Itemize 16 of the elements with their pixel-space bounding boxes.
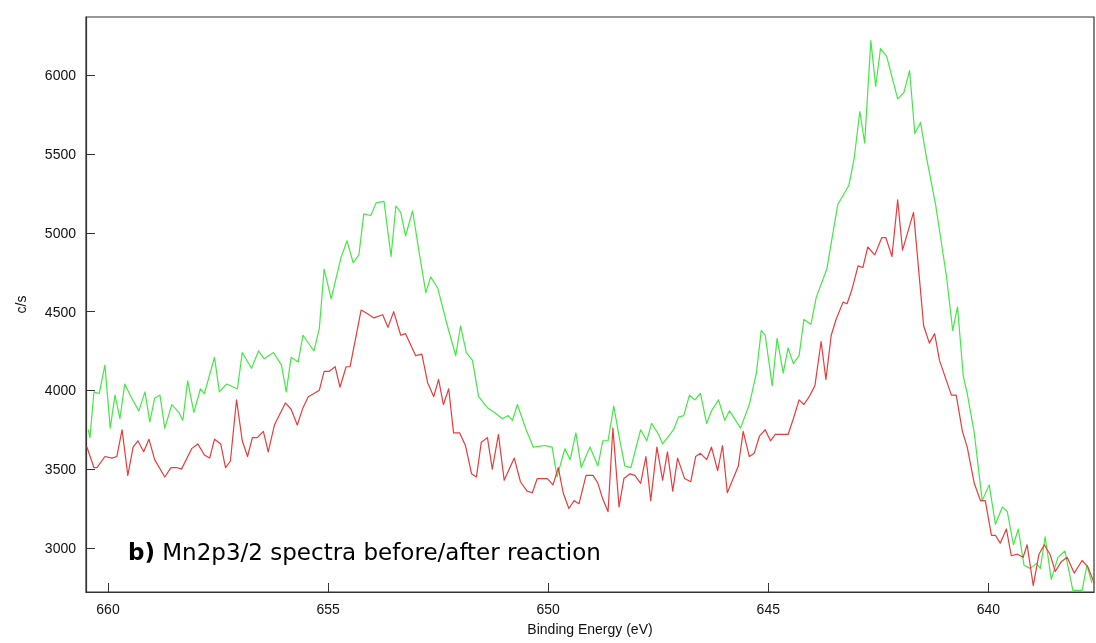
x-axis-title: Binding Energy (eV) xyxy=(527,621,653,637)
y-tick-label: 3500 xyxy=(44,461,77,478)
x-tick-label: 660 xyxy=(96,601,120,617)
y-tick-label: 3000 xyxy=(44,539,77,556)
y-tick-label: 6000 xyxy=(44,67,77,84)
y-axis-title: c/s xyxy=(13,295,29,314)
x-tick-label: 650 xyxy=(536,601,561,617)
x-tick-label: 640 xyxy=(976,601,1001,617)
x-tick-label: 645 xyxy=(756,601,781,617)
x-tick-label: 655 xyxy=(316,601,340,617)
annotation: b) Mn2p3/2 spectra before/after reaction xyxy=(128,538,601,565)
y-tick-label: 4000 xyxy=(44,382,77,399)
line-series xyxy=(86,199,1095,587)
y-tick-label: 4500 xyxy=(44,303,77,320)
y-tick-label: 5500 xyxy=(44,146,77,163)
y-tick-label: 5000 xyxy=(44,224,77,241)
